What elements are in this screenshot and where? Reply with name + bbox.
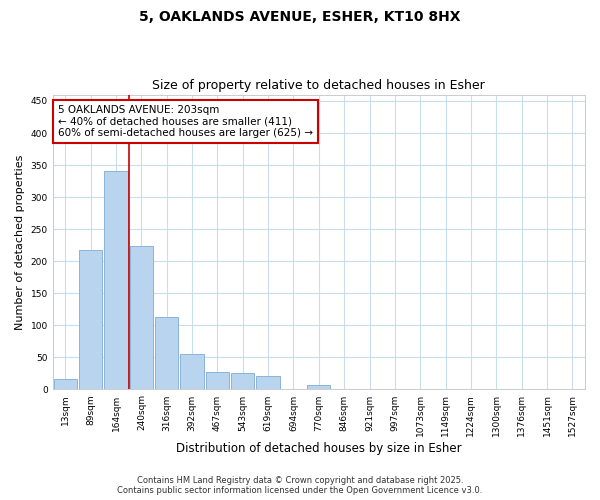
Bar	[104, 172, 128, 390]
Bar	[231, 373, 254, 390]
Bar	[307, 385, 331, 390]
Y-axis label: Number of detached properties: Number of detached properties	[15, 154, 25, 330]
Title: Size of property relative to detached houses in Esher: Size of property relative to detached ho…	[152, 79, 485, 92]
Bar	[79, 250, 103, 390]
Text: Contains HM Land Registry data © Crown copyright and database right 2025.
Contai: Contains HM Land Registry data © Crown c…	[118, 476, 482, 495]
Bar	[130, 246, 153, 390]
Bar	[155, 317, 178, 390]
Bar	[53, 379, 77, 390]
Text: 5, OAKLANDS AVENUE, ESHER, KT10 8HX: 5, OAKLANDS AVENUE, ESHER, KT10 8HX	[139, 10, 461, 24]
Bar	[256, 376, 280, 390]
Bar	[206, 372, 229, 390]
Text: 5 OAKLANDS AVENUE: 203sqm
← 40% of detached houses are smaller (411)
60% of semi: 5 OAKLANDS AVENUE: 203sqm ← 40% of detac…	[58, 105, 313, 138]
X-axis label: Distribution of detached houses by size in Esher: Distribution of detached houses by size …	[176, 442, 461, 455]
Bar	[181, 354, 204, 390]
